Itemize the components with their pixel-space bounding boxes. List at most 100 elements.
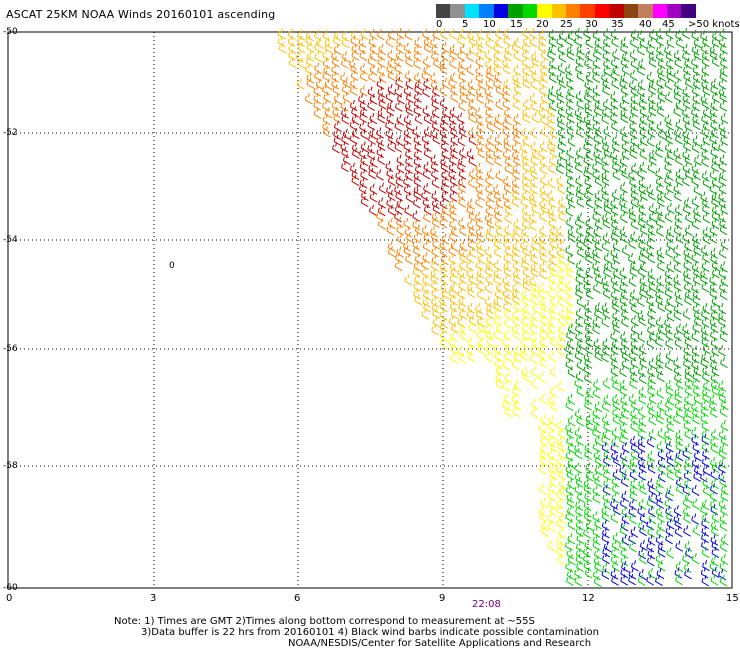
wind-barb	[684, 154, 693, 166]
wind-barb	[504, 372, 513, 384]
wind-barb	[639, 512, 648, 525]
wind-barb	[673, 261, 682, 273]
wind-barb	[493, 329, 502, 341]
wind-barb	[620, 211, 628, 224]
wind-barb	[583, 154, 592, 166]
wind-barb	[576, 267, 585, 279]
wind-barb	[639, 247, 648, 259]
wind-barb	[693, 315, 702, 327]
wind-barb	[394, 100, 403, 112]
wind-barb	[594, 350, 603, 362]
wind-barb	[620, 181, 628, 194]
wind-barb	[647, 230, 656, 243]
wind-barb	[522, 169, 531, 182]
wind-barb	[540, 71, 549, 84]
wind-barb	[322, 57, 331, 69]
wind-barb	[637, 574, 646, 586]
wind-barb	[611, 77, 620, 90]
wind-barb	[566, 191, 574, 203]
wind-barb	[691, 85, 700, 97]
wind-barb	[682, 323, 690, 335]
wind-barb	[467, 219, 475, 231]
wind-barb	[602, 414, 610, 426]
wind-barb	[540, 114, 548, 126]
wind-barb	[566, 469, 575, 481]
wind-barb	[360, 195, 369, 208]
wind-barb	[637, 428, 646, 440]
wind-barb	[340, 57, 349, 69]
wind-barb	[531, 70, 539, 82]
wind-barb	[675, 560, 684, 573]
wind-barb	[539, 268, 547, 280]
wind-barb	[583, 483, 592, 495]
wind-barb	[475, 211, 483, 223]
wind-barb	[629, 541, 637, 553]
wind-barb	[440, 282, 449, 294]
wind-barb	[646, 184, 654, 196]
wind-barb	[530, 377, 539, 390]
wind-barb	[531, 233, 540, 245]
wind-barb	[557, 183, 566, 195]
wind-barb	[594, 141, 603, 153]
wind-barb	[638, 469, 647, 481]
wind-barb	[710, 146, 719, 159]
wind-barb	[657, 91, 666, 103]
wind-barb	[655, 553, 664, 565]
wind-barb	[565, 64, 573, 76]
wind-barb	[620, 202, 629, 214]
wind-barb	[557, 106, 566, 118]
wind-barb	[575, 553, 584, 565]
wind-barb	[675, 133, 683, 145]
wind-barb	[468, 35, 477, 47]
wind-barb	[637, 309, 646, 322]
wind-barb	[710, 534, 719, 546]
wind-barb	[638, 520, 646, 532]
wind-barb	[513, 37, 522, 49]
wind-barb	[620, 344, 629, 357]
wind-barb	[556, 72, 565, 84]
wind-barb	[683, 470, 692, 482]
wind-barb	[666, 547, 675, 559]
wind-barb	[674, 517, 683, 529]
wind-barb	[611, 560, 620, 572]
wind-barb	[450, 352, 458, 364]
wind-barb	[466, 308, 475, 320]
wind-barb	[719, 520, 728, 532]
wind-barb	[621, 148, 630, 160]
wind-barb	[468, 210, 477, 222]
wind-barb	[449, 44, 458, 56]
wind-barb	[655, 364, 664, 376]
wind-barb	[477, 253, 486, 265]
wind-barb	[448, 336, 457, 349]
wind-barb	[646, 540, 655, 553]
wind-barb	[495, 377, 504, 390]
wind-barb	[700, 539, 709, 551]
wind-barb	[592, 316, 601, 329]
wind-barb	[504, 293, 512, 306]
wind-barb	[594, 273, 603, 285]
wind-barb	[601, 240, 610, 252]
wind-barb	[556, 336, 565, 349]
wind-barb	[648, 154, 657, 166]
wind-barb	[585, 252, 593, 264]
wind-barb	[602, 287, 611, 299]
wind-barb	[666, 485, 675, 497]
wind-barb	[664, 211, 673, 223]
wind-barb	[576, 98, 585, 110]
wind-barb	[604, 260, 612, 273]
wind-barb	[692, 524, 701, 537]
wind-barb	[485, 344, 494, 356]
wind-barb	[539, 336, 548, 348]
wind-barb	[513, 300, 522, 313]
wind-barb	[565, 70, 574, 83]
wind-barb	[638, 239, 646, 252]
wind-barb	[629, 377, 638, 390]
wind-barb	[341, 83, 350, 95]
wind-barb	[503, 182, 512, 194]
wind-barb	[682, 128, 690, 140]
wind-barb	[693, 244, 702, 256]
wind-barb	[665, 182, 674, 194]
wind-barb	[468, 168, 477, 180]
wind-barb	[431, 107, 440, 119]
wind-barb	[333, 120, 342, 132]
